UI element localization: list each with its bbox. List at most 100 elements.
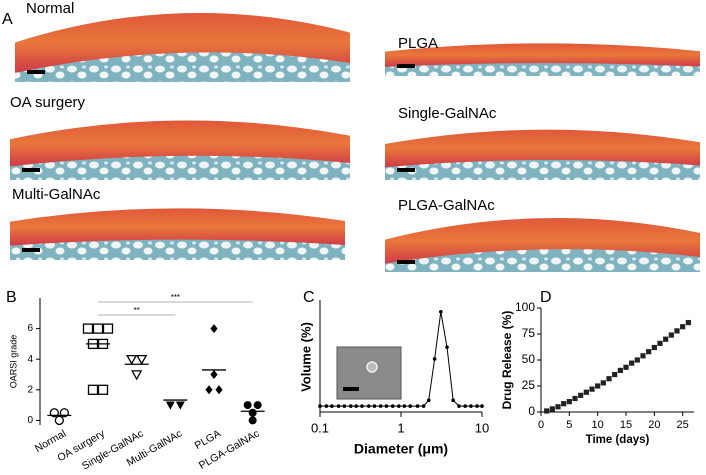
histology-image: OA surgery [10, 94, 350, 180]
histology-image: PLGA [385, 35, 700, 76]
point [646, 349, 652, 355]
point [336, 404, 341, 408]
point [318, 404, 322, 408]
point [415, 404, 420, 408]
scale-bar [397, 168, 415, 172]
inset-image [336, 346, 402, 400]
point [680, 324, 686, 330]
point [175, 401, 185, 410]
point [634, 357, 640, 363]
point [623, 364, 629, 370]
x-tick-label: 20 [648, 419, 660, 431]
panel-label: D [540, 289, 552, 306]
y-tick-label: 50 [522, 352, 536, 366]
y-tick-label: 2 [27, 384, 33, 395]
point [372, 404, 377, 408]
point [324, 404, 329, 408]
scatter-chart: Drug Release (%) Time (days) 0 25 50 75 100 0 5 1… [500, 300, 694, 446]
point [432, 357, 437, 361]
point [136, 354, 148, 366]
panel-label: A [2, 11, 13, 28]
y-tick-label: 25 [522, 378, 536, 392]
histology-image: PLGA-GalNAc [385, 197, 700, 272]
histology-panel: Normal PLGA OA surgery Single-GalNAc Multi-G… [10, 0, 700, 272]
x-axis-label: Time (days) [586, 434, 650, 446]
point [92, 323, 104, 334]
point [657, 340, 663, 346]
point [384, 404, 389, 408]
point [544, 408, 550, 414]
y-axis-label: OARSI grade [8, 335, 18, 389]
x-tick-label: 5 [566, 419, 572, 431]
histology-label: Normal [26, 0, 74, 17]
inset-scale-bar [343, 387, 359, 391]
panel-label: C [303, 289, 315, 306]
point [439, 309, 443, 314]
point [342, 404, 347, 408]
x-tick-label: 0.1 [311, 420, 329, 435]
point [348, 404, 353, 408]
point [248, 408, 257, 417]
point [668, 332, 674, 338]
point [126, 354, 138, 366]
point [549, 406, 555, 412]
x-tick-label: 10 [475, 420, 489, 435]
point [606, 376, 612, 382]
point [253, 401, 262, 410]
point [578, 392, 584, 398]
point [102, 323, 114, 334]
cartilage [10, 208, 345, 246]
point [463, 404, 467, 408]
y-tick-label: 6 [27, 323, 33, 334]
point [674, 328, 680, 334]
point [248, 416, 257, 425]
line [320, 311, 482, 407]
point [408, 404, 413, 408]
point [583, 389, 589, 395]
point [426, 398, 431, 403]
cartilage [385, 218, 700, 264]
point [360, 404, 364, 408]
histology-image: Multi-GalNAc [10, 186, 345, 260]
histology-label: PLGA-GalNAc [398, 197, 495, 214]
histology-label: OA surgery [10, 94, 86, 111]
point [87, 384, 99, 395]
point [165, 401, 175, 410]
point [617, 367, 623, 373]
point [595, 383, 601, 389]
significance-label: *** [171, 293, 180, 302]
scale-bar [27, 70, 45, 74]
scale-bar [397, 260, 415, 264]
point [600, 380, 606, 386]
point [215, 385, 223, 395]
point [131, 370, 143, 381]
point [390, 404, 395, 408]
x-tick-label: 25 [677, 419, 689, 431]
cartilage [385, 129, 700, 168]
point [651, 344, 657, 351]
point [402, 404, 407, 408]
y-axis-label: Drug Release (%) [500, 311, 514, 410]
point [663, 336, 669, 342]
inset-particle [366, 361, 378, 373]
histology-label: Multi-GalNAc [12, 186, 101, 203]
point [561, 401, 567, 407]
x-tick-label: 1 [397, 420, 404, 435]
point [421, 404, 426, 408]
point [685, 319, 691, 326]
point [354, 404, 359, 408]
y-axis-label: Volume (%) [298, 322, 313, 392]
scale-bar [22, 168, 40, 172]
point [445, 345, 449, 349]
point [378, 404, 383, 408]
point [629, 360, 635, 366]
point [397, 404, 401, 408]
cartilage [385, 43, 700, 67]
point [366, 404, 371, 408]
y-tick-label: 0 [528, 404, 535, 418]
point [451, 398, 455, 403]
point [243, 401, 252, 410]
